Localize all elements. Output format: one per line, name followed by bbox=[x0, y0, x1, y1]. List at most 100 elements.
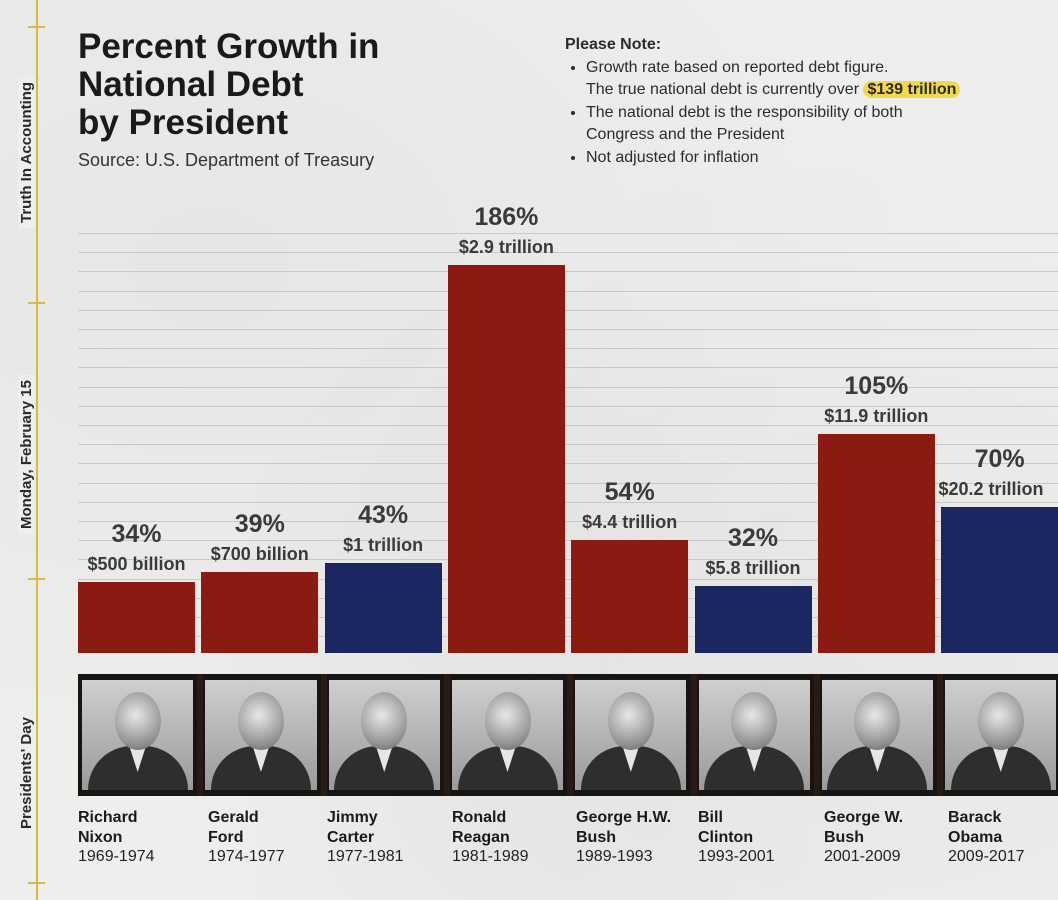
sidebar-label-brand: Truth In Accounting bbox=[18, 76, 35, 228]
portrait-head bbox=[237, 692, 284, 750]
percent-label: 39% bbox=[234, 509, 285, 538]
bar-3 bbox=[447, 265, 565, 653]
grid-line bbox=[78, 233, 1058, 234]
notes-heading: Please Note: bbox=[565, 36, 662, 53]
sidebar-label-date: Monday, February 15 bbox=[18, 375, 35, 534]
grid-line bbox=[78, 578, 1058, 580]
film-sprocket bbox=[443, 674, 450, 796]
president-first-name: Bill bbox=[698, 809, 723, 826]
debt-label: $11.9 trillion bbox=[824, 405, 929, 426]
term-years: 2009-2017 bbox=[948, 848, 1025, 865]
term-years: 1977-1981 bbox=[327, 848, 404, 865]
portrait-photo bbox=[205, 680, 317, 790]
grid-line bbox=[78, 482, 1058, 484]
portrait-head bbox=[361, 692, 408, 750]
portrait-head bbox=[977, 692, 1024, 750]
grid-line bbox=[78, 559, 1058, 561]
debt-label: $5.8 trillion bbox=[705, 558, 801, 579]
title-line: National Debt bbox=[78, 65, 304, 104]
portrait-photo bbox=[821, 680, 934, 790]
bar-5 bbox=[694, 586, 812, 653]
grid-line bbox=[78, 521, 1058, 522]
president-last-name: Clinton bbox=[698, 829, 754, 846]
portrait-head bbox=[854, 692, 901, 750]
grid-line bbox=[78, 425, 1058, 426]
debt-label: $1 trillion bbox=[343, 535, 424, 556]
grid-line bbox=[78, 386, 1058, 388]
portrait-film-strip bbox=[78, 674, 1058, 796]
term-years: 1974-1977 bbox=[208, 848, 285, 865]
term-years: 2001-2009 bbox=[824, 848, 901, 865]
notes-panel: Please Note: Growth rate based on report… bbox=[565, 34, 961, 170]
president-last-name: Reagan bbox=[452, 829, 510, 846]
portrait-photo bbox=[698, 680, 810, 790]
grid-line bbox=[78, 636, 1058, 638]
grid-line bbox=[78, 271, 1058, 273]
portrait-head bbox=[484, 692, 531, 750]
portrait-head bbox=[114, 692, 161, 750]
note-text: Growth rate based on reported debt figur… bbox=[586, 58, 889, 76]
note-text: Congress and the President bbox=[586, 126, 785, 143]
portrait-photo bbox=[82, 680, 194, 790]
grid-line bbox=[78, 252, 1058, 254]
president-first-name: Ronald bbox=[452, 809, 507, 826]
grid-line bbox=[78, 309, 1058, 311]
note-item: Growth rate based on reported debt figur… bbox=[586, 57, 961, 102]
president-first-name: Barack bbox=[948, 809, 1002, 826]
president-name: Gerald Ford bbox=[208, 808, 259, 848]
grid-line bbox=[78, 617, 1058, 618]
bar-6 bbox=[817, 433, 935, 653]
portrait-photo bbox=[945, 680, 1057, 790]
president-last-name: Obama bbox=[948, 829, 1003, 846]
debt-label: $500 billion bbox=[87, 554, 186, 575]
title-line: Percent Growth in bbox=[78, 27, 380, 66]
president-name: Jimmy Carter bbox=[327, 808, 378, 848]
president-last-name: Bush bbox=[824, 829, 864, 846]
percent-label: 43% bbox=[358, 501, 409, 530]
president-first-name: George W. bbox=[824, 809, 904, 826]
bar-1 bbox=[201, 571, 319, 653]
portrait-photo bbox=[575, 680, 687, 790]
debt-highlight: $139 trillion bbox=[863, 81, 961, 98]
grid-line bbox=[78, 501, 1058, 503]
president-first-name: Jimmy bbox=[327, 809, 378, 826]
president-first-name: Gerald bbox=[208, 809, 259, 826]
portrait-photo bbox=[451, 680, 564, 790]
percent-label: 105% bbox=[844, 371, 909, 400]
grid-line bbox=[78, 540, 1058, 542]
grid-line bbox=[78, 290, 1058, 292]
film-sprocket bbox=[567, 674, 574, 796]
bar-7 bbox=[941, 506, 1058, 653]
note-item: The national debt is the responsibility … bbox=[586, 102, 960, 147]
president-name: Richard Nixon bbox=[78, 808, 138, 848]
source-caption: Source: U.S. Department of Treasury bbox=[78, 150, 375, 170]
president-last-name: Carter bbox=[327, 829, 375, 846]
grid-line bbox=[78, 463, 1058, 465]
debt-label: $700 billion bbox=[210, 543, 309, 564]
president-name: Ronald Reagan bbox=[452, 808, 510, 848]
term-years: 1993-2001 bbox=[698, 848, 775, 865]
note-text: The true national debt is currently over bbox=[586, 81, 860, 98]
sidebar-tick bbox=[28, 578, 45, 580]
portrait-photo bbox=[328, 680, 440, 790]
film-sprocket bbox=[813, 674, 820, 796]
grid-line bbox=[78, 597, 1058, 599]
grid-line bbox=[78, 348, 1058, 350]
debt-label: $20.2 trillion bbox=[938, 478, 1044, 499]
president-name: George W. Bush bbox=[824, 808, 903, 848]
president-last-name: Ford bbox=[208, 829, 244, 846]
term-years: 1969-1974 bbox=[78, 848, 155, 865]
page-title: Percent Growth in National Debt by Presi… bbox=[78, 28, 379, 142]
film-sprocket bbox=[937, 674, 944, 796]
film-sprocket bbox=[197, 674, 204, 796]
president-name: Barack Obama bbox=[948, 808, 1002, 848]
grid-line bbox=[78, 367, 1058, 369]
grid-line bbox=[78, 329, 1058, 330]
film-sprocket bbox=[320, 674, 327, 796]
percent-label: 34% bbox=[111, 520, 162, 549]
president-first-name: Richard bbox=[78, 809, 138, 826]
note-text: The national debt is the responsibility … bbox=[586, 103, 903, 121]
notes-list: Growth rate based on reported debt figur… bbox=[565, 57, 961, 170]
note-text: Not adjusted for inflation bbox=[586, 148, 759, 166]
sidebar-label-holiday: Presidents' Day bbox=[18, 712, 35, 834]
